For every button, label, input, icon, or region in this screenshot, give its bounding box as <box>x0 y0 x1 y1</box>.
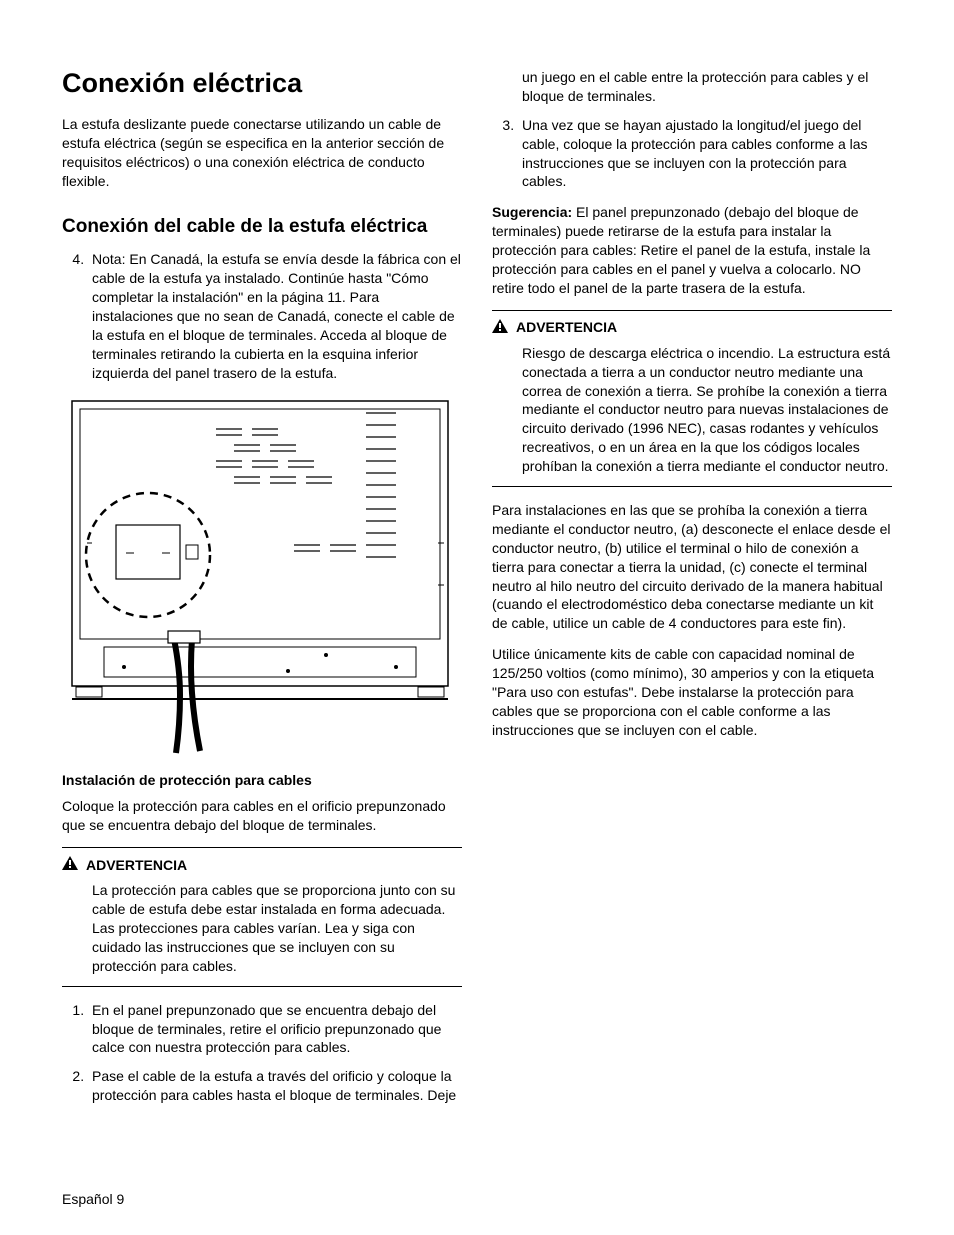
figure-caption: Instalación de protección para cables <box>62 771 462 790</box>
warning-box-1: ADVERTENCIA La protección para cables qu… <box>62 847 462 986</box>
page-footer: Español 9 <box>62 1191 124 1207</box>
warning-icon <box>492 319 508 336</box>
warning-label: ADVERTENCIA <box>86 857 187 873</box>
page-title: Conexión eléctrica <box>62 68 462 99</box>
intro-paragraph: La estufa deslizante puede conectarse ut… <box>62 115 462 191</box>
warning-body: La protección para cables que se proporc… <box>62 881 462 975</box>
list-item: Nota: En Canadá, la estufa se envía desd… <box>88 250 462 382</box>
paragraph-grounding-b: Utilice únicamente kits de cable con cap… <box>492 645 892 739</box>
list-item: Una vez que se hayan ajustado la longitu… <box>518 116 892 192</box>
list-item: En el panel prepunzonado que se encuentr… <box>88 1001 462 1058</box>
manual-page: Conexión eléctrica La estufa deslizante … <box>0 0 954 1235</box>
warning-icon <box>62 856 78 873</box>
warning-body: Riesgo de descarga eléctrica o incendio.… <box>492 344 892 476</box>
hint-paragraph: Sugerencia: El panel prepunzonado (debaj… <box>492 203 892 297</box>
paragraph-grounding-a: Para instalaciones en las que se prohíba… <box>492 501 892 633</box>
section-heading-connection: Conexión del cable de la estufa eléctric… <box>62 215 462 239</box>
instruction-list-1: Nota: En Canadá, la estufa se envía desd… <box>62 250 462 382</box>
warning-header: ADVERTENCIA <box>62 856 462 873</box>
warning-header: ADVERTENCIA <box>492 319 892 336</box>
paragraph-after-figure: Coloque la protección para cables en el … <box>62 797 462 835</box>
two-column-content: Conexión eléctrica La estufa deslizante … <box>62 68 892 1128</box>
hint-label: Sugerencia: <box>492 204 572 220</box>
terminal-block-diagram <box>66 395 462 757</box>
warning-label: ADVERTENCIA <box>516 319 617 335</box>
warning-box-2: ADVERTENCIA Riesgo de descarga eléctrica… <box>492 310 892 487</box>
